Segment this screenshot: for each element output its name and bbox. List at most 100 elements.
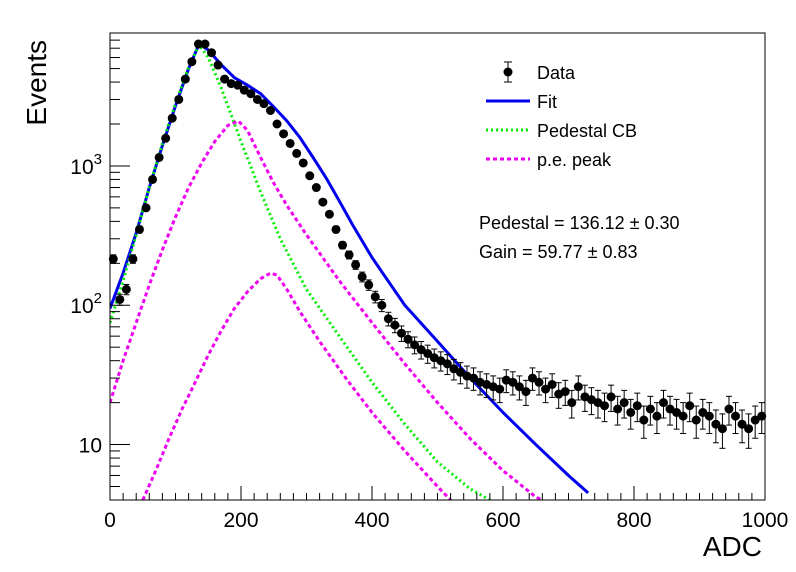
data-point	[259, 99, 269, 109]
data-point	[744, 413, 754, 449]
data-point-layer	[108, 39, 767, 449]
data-point	[645, 395, 655, 426]
data-marker	[331, 224, 341, 234]
data-point	[193, 39, 203, 49]
data-point	[292, 148, 302, 158]
data-marker	[442, 359, 452, 369]
data-marker	[469, 373, 479, 383]
data-point	[311, 183, 321, 193]
fit-annotation: Pedestal = 136.12 ± 0.30	[479, 213, 680, 233]
data-marker	[324, 209, 334, 219]
data-marker	[724, 404, 734, 414]
data-marker	[711, 419, 721, 429]
legend-marker	[503, 67, 513, 77]
data-marker	[174, 94, 184, 104]
data-marker	[560, 387, 570, 397]
data-point	[141, 203, 151, 213]
data-marker	[272, 119, 282, 129]
legend-label: Fit	[537, 92, 557, 112]
data-marker	[396, 328, 406, 338]
data-marker	[698, 407, 708, 417]
data-marker	[252, 94, 262, 104]
data-marker	[213, 60, 223, 70]
data-point	[560, 379, 570, 406]
data-marker	[619, 398, 629, 408]
data-marker	[115, 294, 125, 304]
data-marker	[259, 99, 269, 109]
data-point	[331, 224, 341, 234]
data-point	[377, 298, 387, 313]
data-point	[305, 171, 315, 181]
data-marker	[678, 411, 688, 421]
data-point	[200, 39, 210, 49]
data-marker	[626, 407, 636, 417]
data-point	[455, 362, 465, 385]
legend-entry: Fit	[486, 92, 557, 112]
data-point	[691, 405, 701, 439]
data-point	[128, 254, 138, 264]
data-point	[324, 209, 334, 219]
data-marker	[606, 392, 616, 402]
data-marker	[338, 240, 348, 250]
data-point	[514, 375, 524, 401]
data-marker	[292, 148, 302, 158]
data-marker	[318, 197, 328, 207]
legend-label: p.e. peak	[537, 150, 612, 170]
legend-label: Pedestal CB	[537, 121, 637, 141]
data-point	[698, 398, 708, 430]
data-point	[717, 413, 727, 449]
data-marker	[141, 203, 151, 213]
data-point	[154, 152, 164, 162]
data-marker	[423, 349, 433, 359]
data-point	[685, 392, 695, 423]
x-tick-label: 0	[104, 509, 116, 532]
data-point	[121, 283, 131, 296]
data-point	[423, 344, 433, 364]
data-marker	[750, 415, 760, 425]
data-point	[547, 373, 557, 398]
data-point	[396, 325, 406, 342]
data-marker	[351, 260, 361, 270]
data-point	[541, 377, 551, 404]
data-point	[246, 89, 256, 99]
data-marker	[128, 254, 138, 264]
data-marker	[298, 158, 308, 168]
data-marker	[757, 411, 767, 421]
data-point	[495, 377, 505, 404]
fit-annotation: Gain = 59.77 ± 0.83	[479, 242, 638, 262]
data-point	[750, 405, 760, 439]
data-marker	[246, 89, 256, 99]
data-point	[233, 80, 243, 90]
data-marker	[514, 382, 524, 392]
data-point	[469, 367, 479, 391]
data-marker	[200, 39, 210, 49]
data-point	[613, 395, 623, 426]
data-point	[527, 367, 537, 391]
data-marker	[691, 415, 701, 425]
data-marker	[416, 345, 426, 355]
curve-p-e-peak	[110, 119, 543, 500]
data-point	[338, 240, 348, 250]
data-point	[390, 317, 400, 334]
data-marker	[547, 379, 557, 389]
data-point	[207, 48, 217, 58]
data-point	[711, 409, 721, 444]
data-marker	[658, 398, 668, 408]
data-point	[383, 311, 393, 327]
data-marker	[233, 80, 243, 90]
data-point	[364, 279, 374, 291]
data-point	[626, 398, 636, 430]
data-marker	[390, 320, 400, 330]
data-marker	[265, 105, 275, 115]
data-point	[167, 113, 177, 123]
data-marker	[410, 340, 420, 350]
data-point	[580, 384, 590, 412]
data-marker	[357, 272, 367, 282]
data-point	[403, 331, 413, 349]
data-point	[416, 341, 426, 360]
data-point	[220, 74, 230, 84]
data-point	[134, 224, 144, 234]
data-point	[213, 60, 223, 70]
